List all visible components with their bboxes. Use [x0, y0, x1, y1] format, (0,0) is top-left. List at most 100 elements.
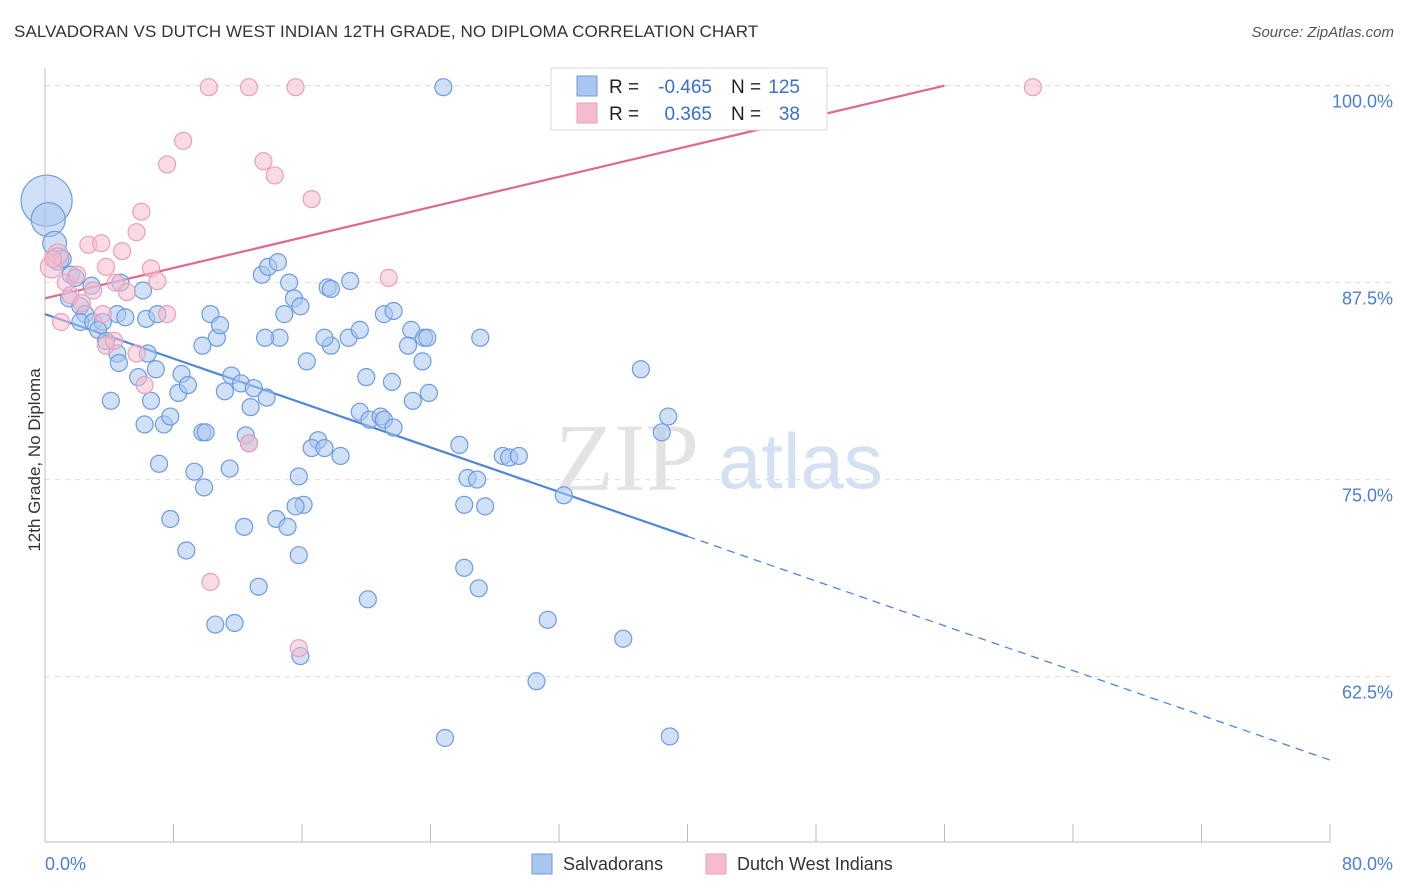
salvadoran-point-111 — [455, 558, 474, 577]
y-axis-title: 12th Grade, No Diploma — [25, 368, 44, 552]
legend-swatch-blue — [576, 75, 598, 97]
salvadoran-point-78 — [398, 336, 418, 355]
legend-swatch-pink — [576, 102, 598, 124]
salvadoran-point-44 — [241, 397, 260, 417]
salvadoran-point-112 — [469, 579, 488, 598]
salvadoran-point-25 — [141, 391, 161, 410]
salvadoran-point-102 — [471, 328, 490, 347]
salvadoran-point-95 — [286, 497, 305, 516]
salvadoran-point-61 — [291, 297, 310, 316]
dutch-point-16 — [174, 131, 193, 150]
salvadoran-point-65 — [297, 352, 316, 371]
dutch-point-20 — [254, 152, 273, 171]
dutch-point-25 — [93, 305, 112, 324]
salvadoran-point-99 — [225, 613, 244, 633]
watermark-atlas: atlas — [718, 417, 883, 505]
scatter-points — [20, 78, 1042, 748]
salvadoran-point-54 — [278, 517, 297, 536]
y-tick-label-0: 62.5% — [1342, 683, 1393, 703]
salvadoran-point-29 — [178, 375, 198, 395]
dutch-point-13 — [148, 271, 167, 291]
tick-labels: 62.5% 75.0% 87.5% 100.0% 0.0% 80.0% — [45, 92, 1393, 874]
watermark: ZIP atlas — [555, 404, 883, 511]
legend-r-value-1: -0.465 — [658, 77, 712, 98]
salvadoran-point-82 — [419, 383, 438, 403]
salvadoran-point-122 — [660, 727, 679, 746]
series-legend-dutch-west-indians: Dutch West Indians — [737, 854, 893, 874]
dutch-point-34 — [51, 312, 71, 332]
salvadoran-point-23 — [146, 360, 165, 379]
salvadoran-point-88 — [384, 418, 403, 437]
dutch-point-27 — [104, 331, 124, 351]
salvadoran-point-30 — [135, 415, 154, 434]
salvadoran-point-120 — [659, 407, 678, 426]
salvadoran-point-21 — [109, 353, 128, 373]
salvadoran-point-71 — [321, 279, 341, 299]
salvadoran-point-52 — [177, 541, 196, 560]
salvadoran-point-92 — [331, 446, 350, 466]
dutch-point-8 — [112, 241, 132, 261]
salvadoran-point-34 — [196, 423, 215, 442]
salvadoran-point-117 — [631, 360, 651, 379]
salvadoran-point-93 — [289, 467, 308, 486]
salvadoran-trend-extension — [687, 535, 1331, 761]
salvadoran-point-67 — [315, 328, 334, 347]
x-tick-label-0: 0.0% — [45, 854, 86, 874]
salvadoran-point-114 — [538, 610, 557, 629]
dutch-point-33 — [72, 293, 92, 313]
dutch-point-6 — [96, 257, 116, 276]
dutch-point-15 — [157, 155, 177, 174]
salvadoran-point-83 — [403, 391, 422, 410]
dutch-point-28 — [127, 344, 146, 363]
salvadoran-point-43 — [257, 388, 276, 407]
salvadoran-point-109 — [476, 497, 495, 516]
salvadoran-point-26 — [101, 391, 120, 410]
salvadoran-point-119 — [652, 423, 671, 442]
legend-n-value-2: 38 — [779, 104, 800, 125]
dutch-point-36 — [43, 249, 63, 269]
salvadoran-point-79 — [413, 352, 432, 371]
legend-r-label-2: R = — [609, 104, 639, 125]
dutch-point-21 — [265, 166, 284, 185]
salvadoran-point-101 — [358, 590, 377, 609]
source-label: Source: ZipAtlas.com — [1251, 24, 1394, 41]
stats-legend: R = -0.465 N = 125 R = 0.365 N = 38 — [550, 67, 828, 131]
series-legend-swatch-salvadorans — [531, 853, 553, 875]
salvadoran-point-37 — [210, 316, 230, 335]
series-legend-salvadorans: Salvadorans — [563, 854, 663, 874]
salvadoran-point-50 — [235, 517, 254, 536]
salvadoran-point-46 — [149, 454, 169, 473]
salvadoran-point-116 — [435, 728, 455, 748]
dutch-point-14 — [157, 305, 177, 324]
salvadoran-point-62 — [275, 305, 294, 324]
series-legend: Salvadorans Dutch West Indians — [531, 853, 893, 875]
salvadoran-point-1 — [30, 201, 66, 238]
salvadoran-point-58 — [268, 253, 288, 272]
salvadoran-point-47 — [185, 462, 204, 481]
legend-n-value-1: 125 — [768, 77, 800, 98]
salvadoran-point-96 — [289, 546, 308, 565]
legend-r-value-2: 0.365 — [664, 104, 712, 125]
watermark-zip: ZIP — [555, 404, 699, 511]
salvadoran-point-98 — [206, 615, 225, 634]
salvadoran-point-59 — [280, 273, 299, 292]
dutch-point-9 — [117, 282, 137, 302]
salvadoran-point-40 — [215, 382, 234, 401]
salvadoran-point-69 — [350, 320, 369, 339]
salvadoran-point-64 — [255, 328, 275, 347]
salvadoran-point-121 — [614, 629, 633, 648]
dutch-point-18 — [239, 78, 259, 97]
salvadoran-point-113 — [434, 78, 453, 97]
dutch-point-19 — [286, 78, 305, 97]
dutch-point-24 — [1023, 78, 1042, 97]
legend-r-label-1: R = — [609, 77, 639, 98]
dutch-point-11 — [132, 202, 151, 221]
x-tick-label-1: 80.0% — [1342, 854, 1393, 874]
y-tick-label-1: 75.0% — [1342, 486, 1393, 506]
y-tick-label-2: 87.5% — [1342, 289, 1393, 309]
salvadoran-point-49 — [220, 459, 239, 478]
dutch-point-22 — [302, 189, 321, 209]
salvadoran-point-108 — [509, 446, 528, 466]
salvadoran-point-38 — [193, 336, 212, 355]
